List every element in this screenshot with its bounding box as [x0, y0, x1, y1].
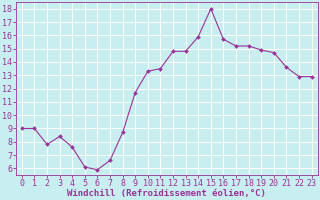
X-axis label: Windchill (Refroidissement éolien,°C): Windchill (Refroidissement éolien,°C)	[67, 189, 266, 198]
